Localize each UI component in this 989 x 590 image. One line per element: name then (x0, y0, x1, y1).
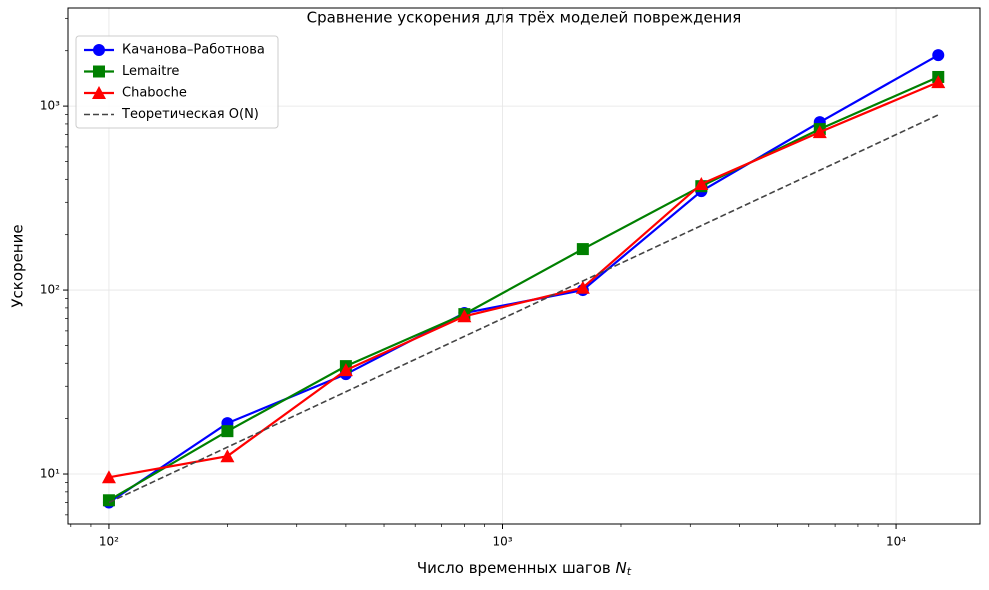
x-axis-label-subscript: t (627, 565, 632, 578)
legend-label: Lemaitre (122, 64, 179, 79)
legend-box (75, 35, 279, 129)
y-tick-label: 10² (40, 283, 60, 297)
marker (694, 177, 709, 191)
legend-label: Качанова–Работнова (122, 43, 265, 58)
marker (457, 309, 472, 323)
marker (932, 49, 945, 62)
y-axis-label: Ускорение (9, 224, 27, 307)
legend-label: Теоретическая O(N) (121, 107, 259, 122)
x-tick-label: 10³ (492, 535, 512, 549)
x-axis-label-text: Число временных шагов (417, 559, 611, 577)
x-axis-label-symbol: N (616, 559, 627, 577)
legend: Качанова–Работнова Lemaitre Chaboche Теорет… (75, 35, 279, 129)
x-axis-label: Число временных шагов Nt (417, 559, 632, 579)
y-tick-label: 10³ (40, 99, 60, 113)
marker (338, 363, 353, 377)
marker (101, 470, 116, 484)
marker (92, 86, 106, 99)
marker (931, 75, 946, 89)
marker (575, 280, 590, 294)
marker (93, 65, 105, 78)
marker (576, 243, 589, 256)
plot-frame (67, 7, 981, 525)
marker (93, 44, 105, 56)
marker (812, 125, 827, 139)
x-tick-label: 10⁴ (886, 535, 906, 549)
series-line (108, 81, 939, 479)
legend-label: Chaboche (122, 86, 187, 101)
chart-title: Сравнение ускорения для трёх моделей пов… (307, 9, 742, 27)
marker (102, 494, 115, 507)
y-tick-label: 10¹ (40, 467, 60, 481)
marker (220, 449, 235, 463)
series-line (108, 75, 939, 502)
marker (221, 425, 234, 438)
x-tick-label: 10² (99, 535, 119, 549)
